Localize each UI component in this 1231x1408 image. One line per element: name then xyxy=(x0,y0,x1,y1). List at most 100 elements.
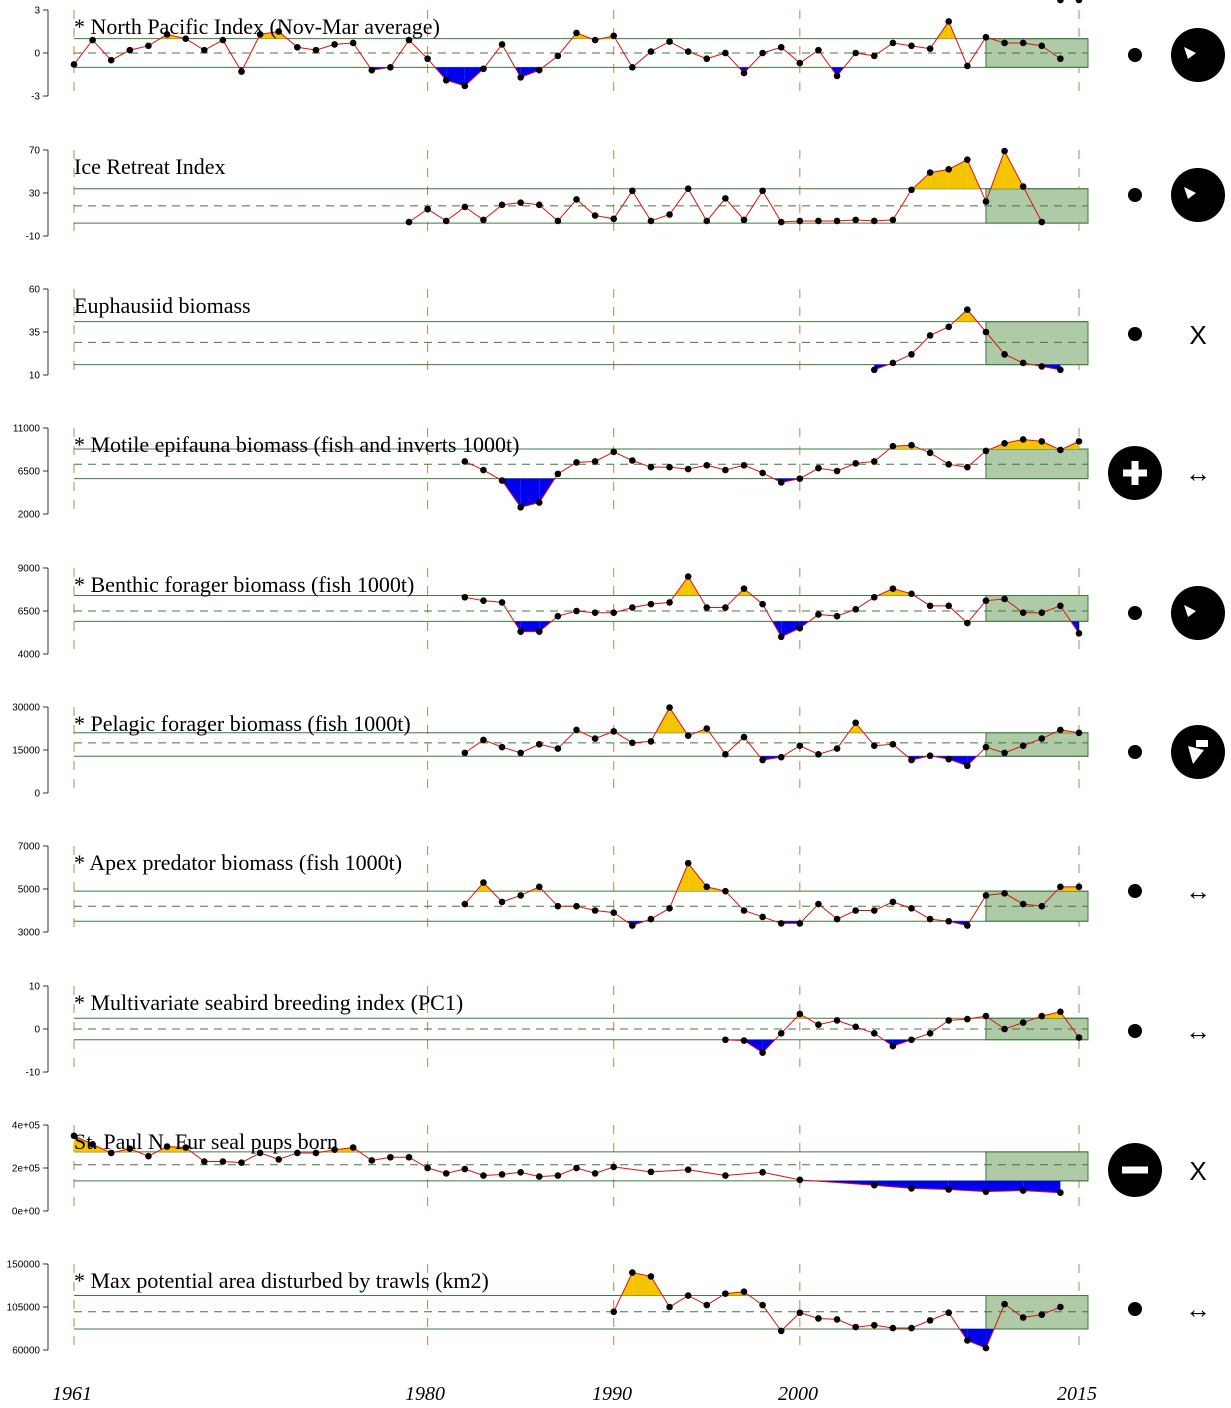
data-point xyxy=(591,735,599,742)
data-point xyxy=(387,1153,394,1161)
data-point xyxy=(256,31,264,38)
left-right-arrow-icon: ↔ xyxy=(1185,1294,1211,1324)
below-threshold-fill xyxy=(911,1180,949,1190)
data-point xyxy=(796,1176,804,1184)
arrow-head xyxy=(1184,605,1196,617)
data-point xyxy=(684,1166,692,1174)
data-point xyxy=(796,475,804,482)
data-point xyxy=(405,1153,413,1161)
y-tick-label: 150000 xyxy=(7,1260,41,1271)
data-point xyxy=(908,1324,915,1332)
data-point xyxy=(722,49,729,57)
panels-layer: 30-3* North Pacific Index (Nov-Mar avera… xyxy=(7,0,1225,1357)
recent-period-box xyxy=(985,732,1089,757)
data-point xyxy=(480,736,487,744)
below-threshold-fill xyxy=(520,478,540,508)
data-point xyxy=(349,1144,357,1151)
data-point xyxy=(1019,39,1027,47)
data-point xyxy=(833,1316,841,1323)
data-point xyxy=(480,597,487,604)
panel-title: Euphausiid biomass xyxy=(74,293,251,318)
data-point xyxy=(442,1170,450,1177)
data-point xyxy=(647,1273,655,1280)
data-point xyxy=(1001,890,1008,897)
data-point xyxy=(219,1158,227,1165)
data-point xyxy=(1001,439,1008,447)
data-point xyxy=(1019,609,1027,617)
data-point xyxy=(684,1292,692,1299)
data-point xyxy=(926,45,934,52)
data-point xyxy=(535,201,543,209)
y-tick-label: 30 xyxy=(29,189,41,200)
above-threshold-fill xyxy=(688,863,707,892)
panel-2: 60 35 10 Euphausiid biomass X xyxy=(29,285,1207,382)
data-point xyxy=(833,72,841,80)
above-threshold-fill xyxy=(1060,886,1079,892)
y-tick-label: -10 xyxy=(26,1068,41,1079)
panel-5: 30000 15000 0 * Pelagic forager biomass (fi… xyxy=(12,703,1225,800)
data-point xyxy=(517,74,524,81)
data-point xyxy=(926,1030,934,1037)
y-tick-label: 10 xyxy=(29,982,41,993)
data-point xyxy=(796,920,804,927)
data-point xyxy=(573,196,580,203)
data-point xyxy=(610,32,618,40)
data-point xyxy=(1057,883,1064,891)
data-point xyxy=(777,920,785,927)
data-point xyxy=(833,612,841,620)
data-point xyxy=(815,1315,822,1322)
data-point xyxy=(964,1337,971,1344)
x-axis-labels: 1961 1980 1990 2000 2015 xyxy=(52,1383,1097,1405)
data-point xyxy=(573,459,580,466)
data-point xyxy=(70,61,78,68)
data-point xyxy=(647,600,655,608)
data-point xyxy=(535,740,543,748)
data-point xyxy=(554,902,562,910)
data-point xyxy=(200,46,208,54)
below-threshold-fill xyxy=(520,621,540,632)
data-point xyxy=(666,599,673,606)
data-point xyxy=(945,602,953,610)
panel-9: 150000 105000 60000 * Max potential area di… xyxy=(7,1260,1211,1357)
data-point xyxy=(1001,1025,1008,1033)
data-point xyxy=(573,902,580,910)
data-point xyxy=(480,879,487,886)
data-point xyxy=(815,1021,822,1028)
data-point xyxy=(722,1290,729,1297)
data-point xyxy=(498,477,506,484)
data-point xyxy=(889,442,897,450)
cycle-clockwise-icon xyxy=(1171,586,1225,640)
data-point xyxy=(666,38,673,45)
data-point xyxy=(926,332,934,339)
data-point xyxy=(610,448,618,456)
y-tick-label: 0 xyxy=(34,789,40,800)
panel-title: * Pelagic forager biomass (fish 1000t) xyxy=(74,711,411,736)
data-point xyxy=(964,922,971,929)
y-tick-label: 3 xyxy=(34,6,40,17)
data-point xyxy=(759,49,766,57)
data-point xyxy=(852,49,859,57)
data-point xyxy=(908,590,915,598)
data-point xyxy=(498,898,506,906)
above-threshold-fill xyxy=(1023,439,1042,450)
data-point xyxy=(703,604,711,611)
data-point xyxy=(684,732,692,739)
data-point xyxy=(1001,351,1008,358)
above-threshold-fill xyxy=(948,159,968,189)
data-point xyxy=(647,48,655,55)
data-point xyxy=(554,1172,562,1179)
panel-title: * North Pacific Index (Nov-Mar average) xyxy=(74,14,440,39)
data-point xyxy=(740,1037,748,1044)
x-label-1980: 1980 xyxy=(405,1383,445,1405)
data-point xyxy=(982,597,990,604)
data-point xyxy=(1001,39,1008,47)
y-tick-label: 6500 xyxy=(18,467,41,478)
data-point xyxy=(275,28,283,35)
data-point xyxy=(573,726,580,734)
data-point xyxy=(703,725,711,732)
data-point xyxy=(908,42,915,50)
data-point xyxy=(889,898,897,906)
data-point xyxy=(554,52,562,60)
data-point xyxy=(517,1169,524,1176)
data-point xyxy=(852,460,859,467)
